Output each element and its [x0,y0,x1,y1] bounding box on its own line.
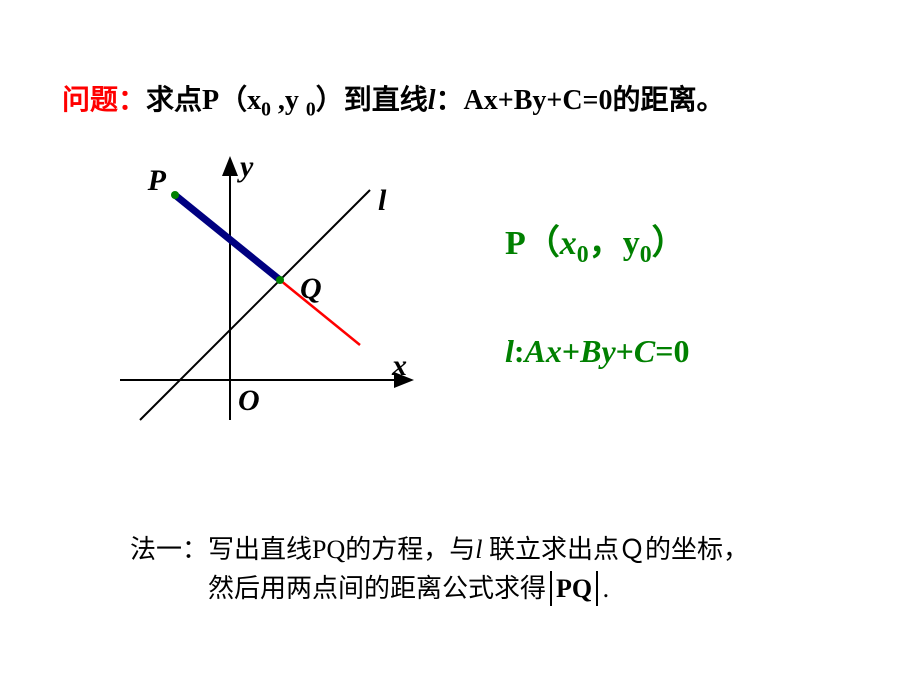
label-p: P [147,164,167,197]
label-q: Q [300,272,322,305]
m2a: 然后用两点间的距离公式求得 [208,574,546,603]
pf-s2: 0 [640,242,652,268]
segment-pq [175,195,280,280]
formula-block: P（x0，y0） l:Ax+By+C=0 [505,215,689,370]
pf-x: x [560,225,577,262]
lf-B: B [580,333,601,369]
label-l: l [378,184,387,217]
lf-l: l [505,333,514,369]
point-formula: P（x0，y0） [505,215,689,269]
problem-title: 问题：求点P（x0 ,y 0）到直线l：Ax+By+C=0的距离。 [62,78,725,122]
lf-x: x [546,333,562,369]
method-text: 法一：写出直线PQ的方程，与l 联立求出点Ｑ的坐标， 然后用两点间的距离公式求得… [130,530,749,608]
lf-A: A [525,333,546,369]
m1a: 法一：写出直线PQ的方程，与 [130,535,475,564]
label-y: y [237,150,254,183]
diagram-svg: P y l Q x O [120,150,420,450]
title-label: 问题： [62,85,146,116]
line-formula: l:Ax+By+C=0 [505,333,689,370]
t3: ）到直线 [316,85,428,116]
title-text: 求点P（x0 ,y 0）到直线l：Ax+By+C=0的距离。 [146,85,724,116]
lf-rest: :Ax+By+C=0 [514,333,690,369]
t1: 求点P（x [146,85,261,116]
t2: ,y [271,85,306,116]
pf1: P（ [505,225,560,262]
t-l: l [428,85,436,116]
point-q [276,276,284,284]
m1b: 联立求出点Ｑ的坐标， [482,535,749,564]
t4: ：Ax+By+C=0的距离。 [436,85,725,116]
method-line2: 然后用两点间的距离公式求得PQ . [130,569,749,608]
label-o: O [238,384,260,417]
geometry-diagram: P y l Q x O [120,150,420,450]
label-x: x [391,349,407,382]
method-line1: 法一：写出直线PQ的方程，与l 联立求出点Ｑ的坐标， [130,530,749,569]
pf-y: y [623,225,640,262]
t-sub-b: 0 [306,100,316,121]
point-p [171,191,179,199]
pf2: ） [652,225,686,262]
m-pq: PQ [552,569,596,608]
pf-comma: ， [589,225,623,262]
lf-C: C [634,333,655,369]
lf-y: y [601,333,615,369]
pf-s1: 0 [577,242,589,268]
t-sub-a: 0 [261,100,271,121]
